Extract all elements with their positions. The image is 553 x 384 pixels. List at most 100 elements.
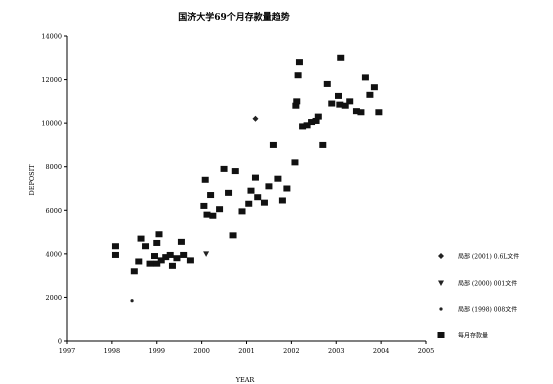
data-point	[366, 91, 374, 98]
data-point	[153, 239, 161, 246]
data-point	[135, 258, 143, 265]
y-tick-label: 4000	[45, 250, 62, 258]
data-points	[111, 54, 383, 303]
axes: 1997 1998 1999 2000 2001 2002 2003 2004 2005 0 200…	[41, 33, 434, 356]
data-point	[146, 260, 154, 267]
y-tick-label: 6000	[45, 207, 62, 215]
data-point	[352, 108, 360, 115]
data-point	[254, 194, 262, 201]
data-point	[299, 123, 307, 130]
data-point	[269, 141, 277, 148]
data-point	[130, 299, 134, 303]
data-point	[274, 175, 282, 182]
data-point	[111, 243, 119, 250]
y-tick-label: 8000	[45, 163, 62, 171]
data-point	[278, 197, 286, 204]
data-point	[303, 122, 311, 129]
data-point	[231, 168, 239, 175]
data-point	[209, 212, 217, 219]
data-point	[162, 254, 170, 261]
data-point	[260, 199, 268, 206]
data-point	[283, 185, 291, 192]
y-tick-label: 14000	[41, 33, 62, 41]
y-tick-label: 0	[58, 338, 62, 346]
data-point	[166, 251, 174, 258]
data-point	[168, 262, 176, 269]
data-point	[295, 59, 303, 66]
data-point	[252, 115, 259, 122]
data-point	[186, 257, 194, 264]
data-point	[151, 253, 159, 260]
data-point	[312, 117, 320, 124]
data-point	[334, 92, 342, 99]
data-point	[245, 200, 253, 207]
data-point	[207, 192, 215, 199]
legend-label: 局部 (1998) 008文件	[458, 306, 517, 314]
legend-label: 局部 (2001) 0.6L文件	[458, 253, 519, 261]
data-point	[265, 183, 273, 190]
data-point	[220, 165, 228, 172]
data-point	[370, 84, 378, 91]
data-point	[337, 54, 345, 61]
data-point	[153, 260, 161, 267]
data-point	[157, 257, 165, 264]
data-point	[336, 101, 344, 108]
x-tick-label: 1998	[104, 347, 121, 355]
data-point	[292, 102, 300, 109]
data-point	[319, 141, 327, 148]
data-point	[173, 255, 181, 262]
y-tick-label: 2000	[45, 294, 62, 302]
x-tick-label: 1999	[148, 347, 165, 355]
data-point	[177, 238, 185, 245]
data-point	[111, 251, 119, 258]
data-point	[346, 98, 354, 105]
data-point	[229, 232, 237, 239]
x-tick-label: 2002	[283, 347, 300, 355]
legend-label: 每月存款量	[458, 332, 488, 340]
data-point	[203, 211, 211, 218]
data-point	[308, 119, 316, 126]
data-point	[203, 251, 210, 257]
data-point	[155, 231, 163, 238]
data-point	[357, 109, 365, 116]
data-point	[341, 102, 349, 109]
data-point	[200, 202, 208, 209]
legend-label: 局部 (2000) 001文件	[458, 280, 517, 288]
data-point	[293, 98, 301, 105]
y-tick-label: 10000	[41, 120, 62, 128]
chart-title: 国济大学69个月存款量趋势	[178, 11, 290, 23]
y-tick-label: 12000	[41, 76, 62, 84]
x-tick-label: 2005	[418, 347, 435, 355]
data-point	[314, 113, 322, 120]
data-point	[361, 74, 369, 81]
data-point	[375, 109, 383, 116]
data-point	[225, 189, 233, 196]
x-tick-label: 1997	[59, 347, 76, 355]
y-axis-label: DEPOSIT	[28, 164, 36, 196]
data-point	[142, 243, 150, 250]
data-point	[238, 208, 246, 215]
data-point	[291, 159, 299, 166]
data-point	[328, 100, 336, 107]
data-point	[137, 235, 145, 242]
x-tick-label: 2003	[328, 347, 345, 355]
data-point	[216, 206, 224, 213]
legend-marker	[437, 332, 445, 338]
data-point	[130, 268, 138, 275]
x-tick-label: 2000	[193, 347, 210, 355]
data-point	[180, 251, 188, 258]
data-point	[251, 174, 259, 181]
data-point	[294, 72, 302, 79]
data-point	[247, 187, 255, 194]
x-tick-label: 2004	[373, 347, 390, 355]
data-point	[323, 80, 331, 87]
x-tick-label: 2001	[238, 347, 255, 355]
data-point	[201, 176, 209, 183]
legend-marker	[439, 307, 443, 311]
legend-marker	[438, 253, 444, 259]
legend-marker	[438, 280, 444, 286]
x-axis-label: YEAR	[235, 376, 256, 384]
